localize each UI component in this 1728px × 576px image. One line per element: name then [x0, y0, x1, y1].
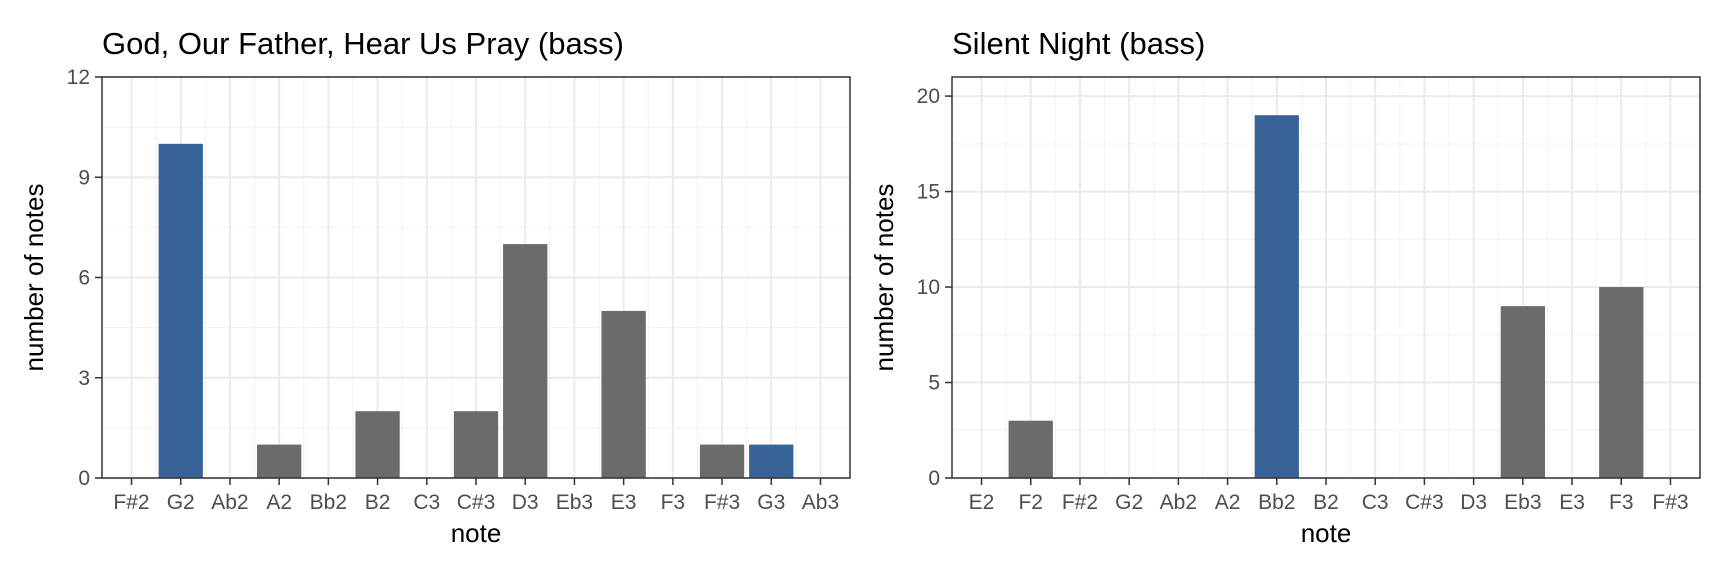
y-tick-label: 6 [78, 267, 90, 290]
x-tick-label: B2 [365, 491, 391, 514]
y-tick-label: 12 [67, 66, 90, 89]
bar-f2 [1008, 420, 1053, 478]
bar-d3 [503, 244, 548, 478]
x-tick-label: F3 [1609, 491, 1634, 514]
y-tick-label: 5 [928, 372, 940, 395]
x-tick-label: Bb2 [1258, 491, 1295, 514]
x-tick-label: C#3 [1405, 491, 1444, 514]
x-tick-label: E3 [1559, 491, 1585, 514]
x-tick-label: Eb3 [1504, 491, 1541, 514]
x-tick-label: C3 [413, 491, 440, 514]
x-tick-label: G2 [167, 491, 195, 514]
x-tick-label: F2 [1018, 491, 1043, 514]
x-tick-label: F#2 [1062, 491, 1098, 514]
bar-csharp3 [453, 411, 499, 478]
bar-bb2 [1254, 115, 1299, 478]
y-tick-label: 0 [78, 467, 90, 490]
x-tick-label: C3 [1362, 491, 1389, 514]
x-axis-title: note [1301, 518, 1352, 548]
x-tick-label: Ab3 [802, 491, 839, 514]
bar-fsharp3 [699, 444, 745, 478]
y-axis-title: number of notes [869, 184, 899, 372]
x-tick-label: Bb2 [310, 491, 347, 514]
bar-eb3 [1500, 306, 1545, 478]
x-tick-label: F#3 [1652, 491, 1688, 514]
y-axis-title: number of notes [19, 184, 49, 372]
x-tick-label: Eb3 [556, 491, 593, 514]
y-tick-label: 0 [928, 467, 940, 490]
chart-panel-1: 0 3 6 9 12 F#2 G2 Ab2 A2 Bb2 B2 C3 C#3 D3 Eb3 E3 F3 F#3 G3… [19, 26, 851, 548]
x-tick-label: F#2 [113, 491, 149, 514]
x-tick-label: D3 [1460, 491, 1487, 514]
chart-panel-2: 0 5 10 15 20 E2 F2 F#2 G2 Ab2 A2 Bb2 B2 C3 C#3 D3 Eb3 E3 F… [869, 26, 1701, 548]
x-tick-label: D3 [512, 491, 539, 514]
x-tick-label: Ab2 [1160, 491, 1197, 514]
bar-a2 [257, 444, 302, 478]
x-tick-label: F#3 [704, 491, 740, 514]
bar-f3 [1599, 287, 1644, 478]
chart-title: God, Our Father, Hear Us Pray (bass) [102, 26, 624, 61]
bar-e3 [601, 310, 646, 478]
x-tick-label: A2 [1215, 491, 1241, 514]
y-tick-label: 20 [917, 85, 940, 108]
x-tick-label: A2 [266, 491, 292, 514]
y-tick-label: 10 [917, 276, 940, 299]
x-tick-label: E2 [969, 491, 995, 514]
x-tick-label: B2 [1313, 491, 1339, 514]
bar-b2 [355, 411, 400, 478]
x-tick-label: C#3 [457, 491, 496, 514]
y-tick-label: 9 [78, 166, 90, 189]
x-tick-label: G3 [757, 491, 785, 514]
bar-g3 [749, 444, 794, 478]
x-tick-label: E3 [611, 491, 637, 514]
chart-title: Silent Night (bass) [952, 26, 1205, 61]
y-tick-label: 3 [78, 367, 90, 390]
bar-g2 [158, 143, 203, 479]
x-tick-label: F3 [661, 491, 686, 514]
y-tick-label: 15 [917, 181, 940, 204]
x-tick-label: Ab2 [211, 491, 248, 514]
x-axis-title: note [451, 518, 502, 548]
x-tick-label: G2 [1115, 491, 1143, 514]
